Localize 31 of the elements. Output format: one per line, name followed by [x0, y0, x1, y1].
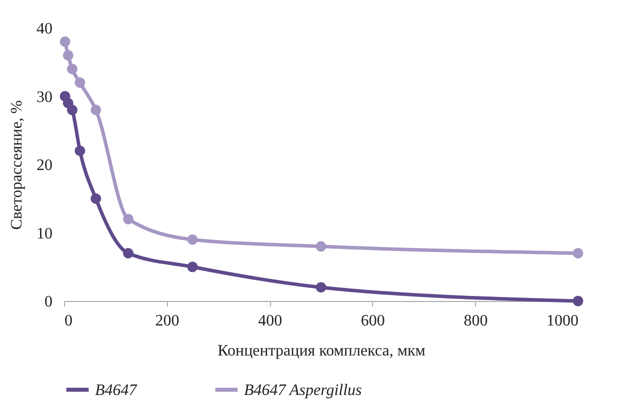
point — [316, 282, 326, 293]
point — [66, 64, 78, 74]
point — [572, 296, 584, 306]
x-tick-label: 800 — [464, 312, 488, 330]
point — [187, 262, 198, 272]
y-axis-title: Светорассеяние, % — [8, 100, 26, 230]
legend-label: B4647 — [95, 382, 138, 399]
x-tick-label: 400 — [258, 312, 282, 330]
x-tick-label: 1000 — [546, 312, 578, 330]
legend-label: B4647 Aspergillus — [244, 382, 362, 399]
point — [62, 50, 74, 61]
point — [316, 241, 326, 252]
point — [74, 146, 86, 156]
point — [74, 77, 86, 88]
y-tick-label: 20 — [36, 157, 52, 174]
point — [90, 193, 102, 204]
x-axis-title: Концентрация комплекса, мкм — [218, 342, 426, 360]
y-tick-label: 0 — [44, 294, 52, 310]
y-tick-label: 30 — [36, 88, 52, 106]
y-tick-label: 40 — [36, 20, 52, 38]
point — [60, 36, 70, 47]
point — [187, 234, 198, 245]
x-tick-label: 0 — [64, 312, 72, 330]
point — [123, 248, 134, 258]
x-tick-label: 600 — [360, 312, 385, 330]
y-tick-label: 10 — [36, 225, 52, 242]
point — [66, 104, 78, 116]
point — [572, 248, 584, 258]
point — [123, 214, 134, 224]
x-tick-label: 200 — [155, 312, 180, 330]
point — [90, 104, 102, 116]
